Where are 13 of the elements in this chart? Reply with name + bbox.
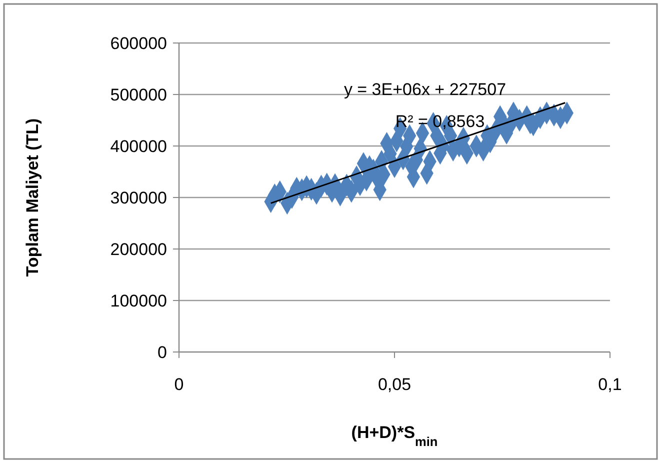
y-tick-label: 600000 [110,34,167,53]
y-tick-label: 400000 [110,136,167,156]
x-tick-label: 0,1 [598,375,622,394]
x-tick-label: 0 [174,375,184,394]
y-axis-title: Toplam Maliyet (TL) [23,118,42,277]
y-tick-label: 0 [158,342,167,362]
annotation: y = 3E+06x + 227507 [344,80,506,99]
x-axis-title: (H+D)*S$_{min}$ [351,423,438,448]
y-tick-label: 200000 [110,240,167,259]
y-tick-label: 500000 [110,85,167,104]
y-tick-label: 100000 [110,291,167,310]
x-tick-label: 0,05 [378,375,412,394]
y-tick-label: 300000 [110,188,167,208]
